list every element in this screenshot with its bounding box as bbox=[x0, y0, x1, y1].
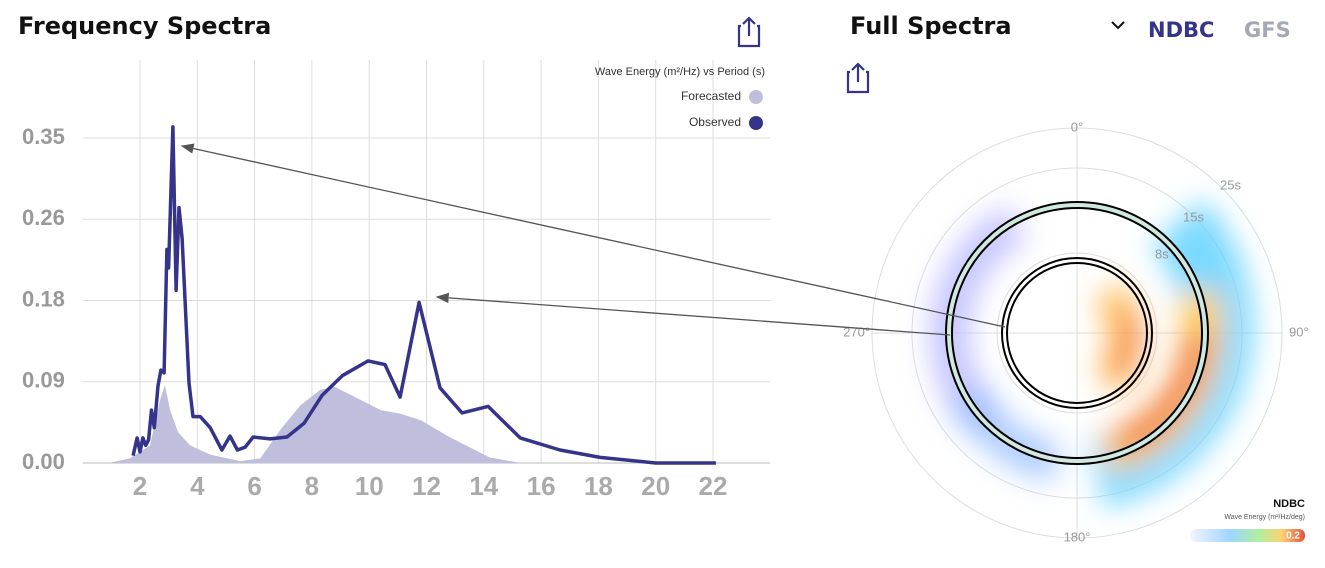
y-tick-label: 0.35 bbox=[22, 124, 65, 149]
legend-swatch bbox=[749, 90, 763, 104]
y-tick-label: 0.09 bbox=[22, 368, 65, 393]
annotation-arrow bbox=[180, 143, 1006, 328]
chart-title: Frequency Spectra bbox=[18, 12, 271, 40]
direction-label: 90° bbox=[1289, 324, 1309, 339]
direction-label: 180° bbox=[1064, 529, 1091, 544]
area bbox=[108, 385, 522, 463]
x-tick-label: 4 bbox=[190, 471, 205, 501]
legend-label: Observed bbox=[689, 115, 741, 129]
period-label: 15s bbox=[1183, 209, 1204, 224]
period-label: 25s bbox=[1220, 177, 1241, 192]
x-tick-label: 10 bbox=[355, 471, 384, 501]
legend-label: Forecasted bbox=[681, 89, 741, 103]
share-button[interactable] bbox=[846, 62, 870, 94]
polar-plot: 0° 90° 180° 270° 25s 15s 8s bbox=[843, 119, 1309, 544]
y-tick-label: 0.18 bbox=[22, 286, 65, 311]
period-label: 8s bbox=[1155, 246, 1169, 261]
colorbar-subtitle: Wave Energy (m²/Hz/deg) bbox=[1224, 514, 1305, 521]
x-tick-label: 6 bbox=[247, 471, 261, 501]
y-tick-label: 0.26 bbox=[22, 205, 65, 230]
y-tick-label: 0.00 bbox=[22, 449, 65, 474]
annotation-arrow bbox=[435, 292, 951, 336]
x-tick-label: 16 bbox=[527, 471, 556, 501]
colorbar-max: 0.2 bbox=[1286, 531, 1300, 542]
x-tick-label: 8 bbox=[305, 471, 319, 501]
x-tick-label: 12 bbox=[412, 471, 441, 501]
x-tick-label: 18 bbox=[584, 471, 613, 501]
colorbar-title: NDBC bbox=[1273, 498, 1305, 510]
share-button[interactable] bbox=[737, 16, 761, 48]
direction-label: 270° bbox=[843, 324, 870, 339]
frequency-chart: 2 4 6 8 10 12 14 16 18 20 22 0.00 0.09 0.18 0.26 0.35 bbox=[22, 60, 771, 501]
x-tick-label: 14 bbox=[469, 471, 498, 501]
panel-title: Full Spectra bbox=[850, 12, 1012, 40]
direction-label: 0° bbox=[1071, 119, 1083, 134]
dropdown-icon[interactable] bbox=[1111, 21, 1125, 30]
tab[interactable]: GFS bbox=[1244, 18, 1291, 42]
line bbox=[131, 125, 716, 465]
tab[interactable]: NDBC bbox=[1148, 18, 1214, 42]
colorbar bbox=[1190, 529, 1305, 542]
x-tick-label: 20 bbox=[641, 471, 670, 501]
legend-title: Wave Energy (m²/Hz) vs Period (s) bbox=[595, 66, 765, 78]
x-tick-label: 2 bbox=[133, 471, 147, 501]
x-tick-label: 22 bbox=[699, 471, 728, 501]
legend-swatch bbox=[749, 116, 763, 130]
